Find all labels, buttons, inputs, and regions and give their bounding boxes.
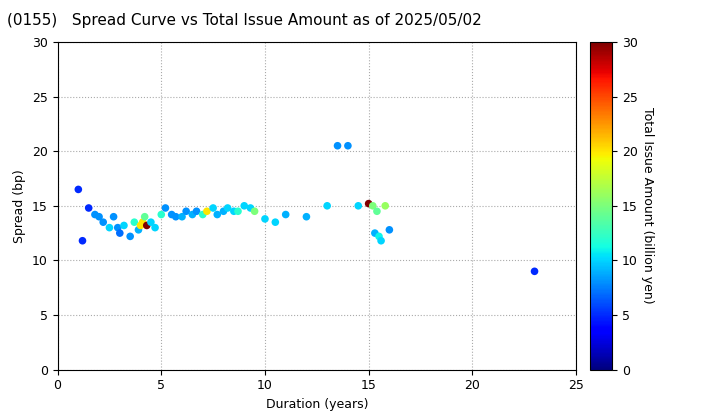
X-axis label: Duration (years): Duration (years) [266,398,368,411]
Point [197,211,209,218]
Point [181,208,192,215]
Point [373,233,384,240]
Point [108,213,120,220]
Point [97,219,109,226]
Point [217,208,229,215]
Point [83,205,94,211]
Point [104,224,115,231]
Point [132,226,144,233]
Point [89,211,101,218]
Point [245,205,256,211]
Y-axis label: Spread (bp): Spread (bp) [14,169,27,243]
Point [384,226,395,233]
Point [207,205,219,211]
Point [228,208,240,215]
Point [141,222,153,229]
Point [201,208,212,215]
Y-axis label: Total Issue Amount (billion yen): Total Issue Amount (billion yen) [642,108,654,304]
Point [73,186,84,193]
Point [233,208,244,215]
Point [212,211,223,218]
Point [186,211,198,218]
Point [118,222,130,229]
Point [363,200,374,207]
Point [170,213,181,220]
Point [145,219,157,226]
Point [379,202,391,209]
Point [528,268,540,275]
Point [137,219,148,226]
Point [321,202,333,209]
Point [249,208,261,215]
Point [280,211,292,218]
Point [269,219,281,226]
Point [114,230,125,236]
Point [166,211,177,218]
Point [222,205,233,211]
Point [332,142,343,149]
Point [372,208,383,215]
Point [367,202,379,209]
Point [129,219,140,226]
Point [94,213,105,220]
Point [259,215,271,222]
Point [156,211,167,218]
Point [176,213,188,220]
Point [149,224,161,231]
Point [160,205,171,211]
Point [191,208,202,215]
Point [375,237,387,244]
Point [139,213,150,220]
Point [369,230,381,236]
Point [77,237,89,244]
Point [135,222,146,229]
Point [125,233,136,240]
Point [112,224,124,231]
Point [342,142,354,149]
Point [353,202,364,209]
Text: (0155)   Spread Curve vs Total Issue Amount as of 2025/05/02: (0155) Spread Curve vs Total Issue Amoun… [7,13,482,28]
Point [301,213,312,220]
Point [238,202,250,209]
